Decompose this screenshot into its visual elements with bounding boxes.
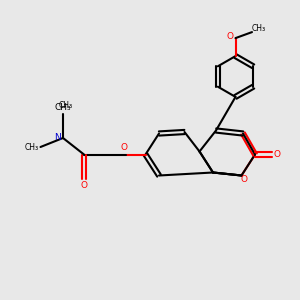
Text: O: O bbox=[120, 143, 127, 152]
Text: CH₃: CH₃ bbox=[251, 24, 266, 33]
Text: CH₃: CH₃ bbox=[24, 142, 39, 152]
Text: N: N bbox=[54, 134, 61, 142]
Text: O: O bbox=[80, 181, 88, 190]
Text: CH₃: CH₃ bbox=[55, 103, 71, 112]
Text: O: O bbox=[226, 32, 234, 41]
Text: CH₃: CH₃ bbox=[59, 100, 73, 109]
Text: O: O bbox=[240, 175, 247, 184]
Text: O: O bbox=[273, 150, 280, 159]
